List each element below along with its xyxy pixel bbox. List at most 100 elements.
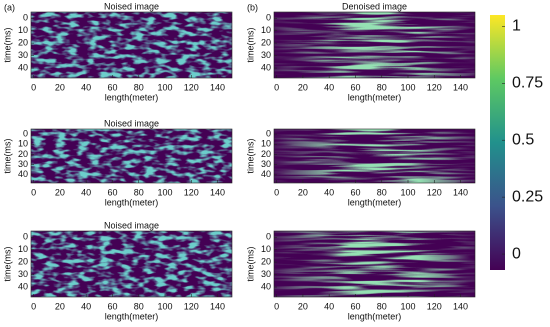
- heatmap-texture: [274, 12, 475, 78]
- panel-label: (b): [247, 2, 258, 12]
- y-tick-label: 30: [18, 269, 28, 279]
- x-axis-label: length(meter): [105, 92, 159, 102]
- y-tick-label: 40: [18, 62, 28, 72]
- x-tick-label: 0: [274, 187, 279, 197]
- x-tick-label: 60: [107, 301, 117, 311]
- axes-frame: [273, 11, 476, 79]
- x-tick-label: 20: [298, 82, 308, 92]
- axes-frame: [30, 128, 233, 184]
- axes-frame: [273, 230, 476, 298]
- y-axis-label: time(ms): [2, 139, 12, 174]
- y-tick-label: 30: [261, 50, 271, 60]
- x-tick-label: 20: [298, 187, 308, 197]
- heatmap-texture-fill: [274, 231, 475, 297]
- heatmap-texture: [274, 129, 475, 183]
- x-tick-label: 60: [107, 82, 117, 92]
- x-tick-label: 60: [350, 82, 360, 92]
- y-axis-label: time(ms): [2, 28, 12, 63]
- x-tick-label: 0: [274, 82, 279, 92]
- y-tick-label: 0: [266, 13, 271, 23]
- x-axis-label: length(meter): [348, 311, 402, 321]
- heatmap-texture: [31, 129, 232, 183]
- y-tick-label: 40: [261, 169, 271, 179]
- colorbar: 0 0.25 0.5 0.75 1: [490, 15, 543, 270]
- panel-title: Noised image: [104, 1, 159, 11]
- x-tick-label: 100: [400, 301, 415, 311]
- y-tick-label: 20: [261, 149, 271, 159]
- y-tick-label: 20: [18, 257, 28, 267]
- x-tick-label: 80: [134, 187, 144, 197]
- y-tick-label: 0: [23, 13, 28, 23]
- x-axis-label: length(meter): [348, 197, 402, 207]
- x-tick-label: 120: [184, 187, 199, 197]
- x-tick-label: 40: [81, 187, 91, 197]
- y-axis-label: time(ms): [2, 247, 12, 282]
- y-tick-label: 40: [18, 281, 28, 291]
- x-tick-label: 120: [184, 82, 199, 92]
- panel-title: Denoised image: [342, 1, 407, 11]
- colorbar-tick-label: 0.25: [512, 188, 543, 205]
- x-tick-label: 40: [324, 82, 334, 92]
- x-tick-label: 140: [453, 301, 468, 311]
- x-tick-label: 60: [350, 187, 360, 197]
- x-tick-label: 80: [377, 82, 387, 92]
- x-tick-label: 120: [184, 301, 199, 311]
- colorbar-gradient: [490, 15, 505, 270]
- x-tick-label: 120: [427, 82, 442, 92]
- x-tick-label: 140: [210, 187, 225, 197]
- colorbar-tick-label: 0.5: [512, 131, 534, 148]
- x-tick-label: 40: [81, 82, 91, 92]
- y-axis-label: time(ms): [245, 247, 255, 282]
- x-tick-label: 0: [31, 82, 36, 92]
- x-tick-label: 140: [453, 187, 468, 197]
- y-tick-label: 30: [261, 269, 271, 279]
- heatmap-texture: [274, 231, 475, 297]
- x-axis-label: length(meter): [348, 92, 402, 102]
- y-tick-label: 0: [23, 232, 28, 242]
- x-tick-label: 100: [157, 82, 172, 92]
- x-tick-label: 120: [427, 187, 442, 197]
- x-tick-label: 40: [81, 301, 91, 311]
- x-tick-label: 40: [324, 187, 334, 197]
- x-tick-label: 20: [298, 301, 308, 311]
- heatmap-texture-fill: [274, 129, 475, 183]
- x-tick-label: 20: [55, 82, 65, 92]
- heatmap-texture-fill: [274, 12, 475, 78]
- x-axis-label: length(meter): [105, 311, 159, 321]
- y-tick-label: 20: [261, 257, 271, 267]
- x-tick-label: 0: [31, 187, 36, 197]
- y-tick-label: 20: [261, 38, 271, 48]
- x-tick-label: 120: [427, 301, 442, 311]
- y-tick-label: 30: [261, 159, 271, 169]
- y-tick-label: 10: [18, 25, 28, 35]
- x-tick-label: 100: [157, 301, 172, 311]
- panel-title: Noised image: [104, 220, 159, 230]
- x-tick-label: 20: [55, 301, 65, 311]
- x-tick-label: 80: [377, 187, 387, 197]
- y-tick-label: 30: [18, 159, 28, 169]
- x-tick-label: 0: [274, 301, 279, 311]
- axes-frame: [30, 11, 233, 79]
- y-tick-label: 10: [261, 139, 271, 149]
- x-tick-label: 60: [107, 187, 117, 197]
- y-tick-label: 10: [261, 25, 271, 35]
- colorbar-tick-label: 0.75: [512, 75, 543, 92]
- x-tick-label: 100: [157, 187, 172, 197]
- panel-title: Noised image: [104, 118, 159, 128]
- x-tick-label: 80: [134, 82, 144, 92]
- x-tick-label: 140: [210, 301, 225, 311]
- x-tick-label: 140: [210, 82, 225, 92]
- axes-frame: [30, 230, 233, 298]
- x-tick-label: 100: [400, 187, 415, 197]
- x-tick-label: 140: [453, 82, 468, 92]
- y-tick-label: 10: [18, 244, 28, 254]
- y-tick-label: 20: [18, 149, 28, 159]
- y-axis-label: time(ms): [245, 28, 255, 63]
- x-tick-label: 40: [324, 301, 334, 311]
- y-axis-label: time(ms): [245, 139, 255, 174]
- x-axis-label: length(meter): [105, 197, 159, 207]
- axes-frame: [273, 128, 476, 184]
- y-tick-label: 40: [18, 169, 28, 179]
- x-tick-label: 80: [377, 301, 387, 311]
